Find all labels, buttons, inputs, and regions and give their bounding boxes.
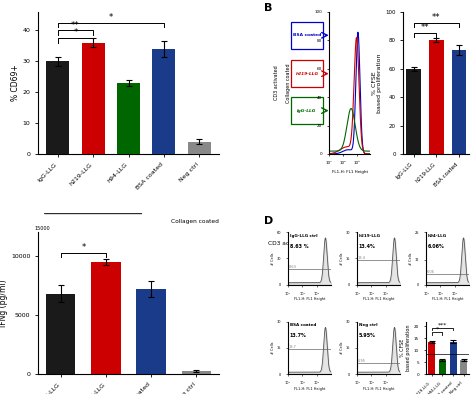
Bar: [406, 69, 421, 154]
Text: Collagen coated: Collagen coated: [171, 219, 219, 224]
Text: 13.4: 13.4: [358, 256, 365, 260]
Text: 8.63: 8.63: [289, 265, 297, 269]
Bar: [46, 61, 69, 154]
Text: h219-LLG: h219-LLG: [359, 234, 381, 238]
Text: Neg ctrl: Neg ctrl: [359, 323, 377, 327]
X-axis label: FL1-H: FL1 Height: FL1-H: FL1 Height: [294, 387, 325, 390]
Y-axis label: # Cells: # Cells: [271, 252, 275, 265]
Y-axis label: # Cells: # Cells: [340, 252, 344, 265]
Text: 13.7%: 13.7%: [290, 333, 307, 338]
Text: 5.95: 5.95: [358, 359, 365, 363]
X-axis label: FL1-H: FL1 Height: FL1-H: FL1 Height: [294, 297, 325, 301]
Text: BSA coated: BSA coated: [290, 323, 316, 327]
Text: 13.4%: 13.4%: [359, 244, 376, 249]
Text: **: **: [432, 13, 440, 22]
Bar: [117, 83, 140, 154]
Y-axis label: # Cells: # Cells: [409, 252, 413, 265]
Text: *: *: [73, 28, 78, 37]
Text: CD3 activated: CD3 activated: [268, 241, 310, 246]
Bar: [153, 49, 175, 154]
Bar: [82, 43, 105, 154]
Text: **: **: [71, 21, 80, 30]
Y-axis label: % CFSE
based proliferation: % CFSE based proliferation: [401, 325, 411, 371]
Text: Collagen coated: Collagen coated: [285, 63, 291, 103]
Text: ***: ***: [438, 322, 447, 327]
Text: B: B: [264, 3, 273, 13]
Y-axis label: % CD69+: % CD69+: [10, 65, 19, 101]
Bar: [188, 141, 211, 154]
Bar: [460, 360, 467, 374]
Text: IgG-LLG ctrl: IgG-LLG ctrl: [290, 234, 318, 238]
Text: *: *: [109, 13, 113, 22]
Text: IgG-LLG: IgG-LLG: [297, 109, 317, 113]
Text: 5.95%: 5.95%: [359, 333, 376, 338]
Y-axis label: # Cells: # Cells: [340, 342, 344, 354]
Text: h94-LLG: h94-LLG: [428, 234, 447, 238]
Text: 15000: 15000: [34, 226, 50, 231]
X-axis label: FL1-H: FL1 Height: FL1-H: FL1 Height: [363, 297, 394, 301]
Text: *: *: [436, 327, 438, 332]
Text: *: *: [81, 243, 85, 252]
Text: CD3 activated: CD3 activated: [273, 65, 279, 100]
Bar: [46, 294, 75, 374]
Bar: [452, 50, 466, 154]
Text: 6.06%: 6.06%: [428, 244, 445, 249]
Text: BSA coated: BSA coated: [293, 33, 321, 37]
Bar: [439, 360, 446, 374]
Y-axis label: % CFSE
based proliferation: % CFSE based proliferation: [372, 53, 383, 113]
FancyBboxPatch shape: [291, 97, 323, 124]
Bar: [449, 342, 456, 374]
Text: 13.7: 13.7: [289, 345, 297, 349]
Bar: [429, 40, 444, 154]
X-axis label: FL1-H: FL1 Height: FL1-H: FL1 Height: [363, 387, 394, 390]
Y-axis label: IFNg (pg/ml): IFNg (pg/ml): [0, 279, 8, 327]
Text: 6.06: 6.06: [427, 269, 435, 273]
Bar: [137, 289, 166, 374]
Text: h219-LLG: h219-LLG: [295, 72, 319, 76]
Text: 8.63 %: 8.63 %: [290, 244, 309, 249]
Y-axis label: # Cells: # Cells: [271, 342, 275, 354]
Text: **: **: [421, 23, 429, 32]
X-axis label: FL1-H: FL1 Height: FL1-H: FL1 Height: [432, 297, 464, 301]
Bar: [182, 371, 211, 374]
FancyBboxPatch shape: [291, 60, 323, 87]
Bar: [91, 262, 121, 374]
Bar: [428, 342, 435, 374]
FancyBboxPatch shape: [291, 22, 323, 49]
Text: D: D: [264, 216, 273, 227]
